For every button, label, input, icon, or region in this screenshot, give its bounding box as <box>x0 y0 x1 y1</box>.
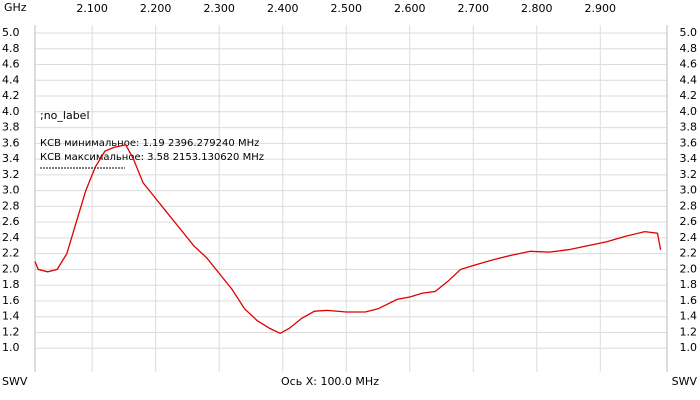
y-tick-label-right: 2.4 <box>680 231 698 244</box>
x-unit: GHz <box>4 1 27 14</box>
x-tick-label: 2.900 <box>585 2 617 15</box>
y-tick-label-right: 4.2 <box>680 89 698 102</box>
y-label-left: SWV <box>2 375 28 388</box>
y-tick-label-right: 2.6 <box>680 215 698 228</box>
annotation: КСВ минимальное: 1.19 2396.279240 MHz <box>40 138 259 149</box>
y-tick-label: 3.4 <box>2 152 20 165</box>
y-tick-label: 2.0 <box>2 262 20 275</box>
y-tick-label: 1.2 <box>2 325 20 338</box>
y-tick-label: 3.6 <box>2 136 20 149</box>
x-tick-label: 2.800 <box>521 2 553 15</box>
x-tick-label: 2.600 <box>394 2 426 15</box>
y-tick-label-right: 4.0 <box>680 105 698 118</box>
y-tick-label: 2.6 <box>2 215 20 228</box>
y-tick-label-right: 2.0 <box>680 262 698 275</box>
y-tick-label: 4.4 <box>2 73 20 86</box>
x-tick-label: 2.700 <box>458 2 490 15</box>
y-tick-label: 4.6 <box>2 58 20 71</box>
y-tick-label-right: 4.6 <box>680 58 698 71</box>
y-tick-label-right: 1.0 <box>680 341 698 354</box>
y-label-right: SWV <box>672 375 698 388</box>
y-tick-label: 1.8 <box>2 278 20 291</box>
y-tick-label: 3.0 <box>2 184 20 197</box>
x-tick-label: 2.200 <box>140 2 172 15</box>
annotation: ;no_label <box>40 109 90 122</box>
y-tick-label: 4.2 <box>2 89 20 102</box>
y-tick-label-right: 1.2 <box>680 325 698 338</box>
y-tick-label-right: 4.8 <box>680 42 698 55</box>
swr-line <box>34 144 662 335</box>
y-tick-label-right: 3.4 <box>680 152 698 165</box>
y-tick-label-right: 3.8 <box>680 121 698 134</box>
y-tick-label: 1.0 <box>2 341 20 354</box>
y-tick-label: 2.2 <box>2 247 20 260</box>
y-tick-label-right: 3.2 <box>680 168 698 181</box>
y-tick-label-right: 2.2 <box>680 247 698 260</box>
y-tick-label: 1.4 <box>2 310 20 323</box>
x-tick-label: 2.400 <box>267 2 299 15</box>
y-tick-label: 3.2 <box>2 168 20 181</box>
y-tick-label-right: 3.0 <box>680 184 698 197</box>
y-tick-label-right: 3.6 <box>680 136 698 149</box>
y-tick-label: 3.8 <box>2 121 20 134</box>
y-tick-label-right: 1.4 <box>680 310 698 323</box>
x-tick-label: 2.500 <box>330 2 362 15</box>
y-tick-label: 1.6 <box>2 294 20 307</box>
x-tick-label: 2.100 <box>76 2 108 15</box>
y-tick-label: 2.4 <box>2 231 20 244</box>
y-tick-label: 4.0 <box>2 105 20 118</box>
x-axis-note: Ось X: 100.0 MHz <box>281 375 379 388</box>
y-tick-label-right: 4.4 <box>680 73 698 86</box>
y-tick-label-right: 1.6 <box>680 294 698 307</box>
x-tick-label: 2.300 <box>203 2 235 15</box>
annotation: КСВ максимальное: 3.58 2153.130620 MHz <box>40 152 264 163</box>
y-tick-label: 4.8 <box>2 42 20 55</box>
y-tick-label-right: 5.0 <box>680 26 698 39</box>
y-tick-label: 5.0 <box>2 26 20 39</box>
y-tick-label-right: 2.8 <box>680 199 698 212</box>
y-tick-label-right: 1.8 <box>680 278 698 291</box>
y-tick-label: 2.8 <box>2 199 20 212</box>
